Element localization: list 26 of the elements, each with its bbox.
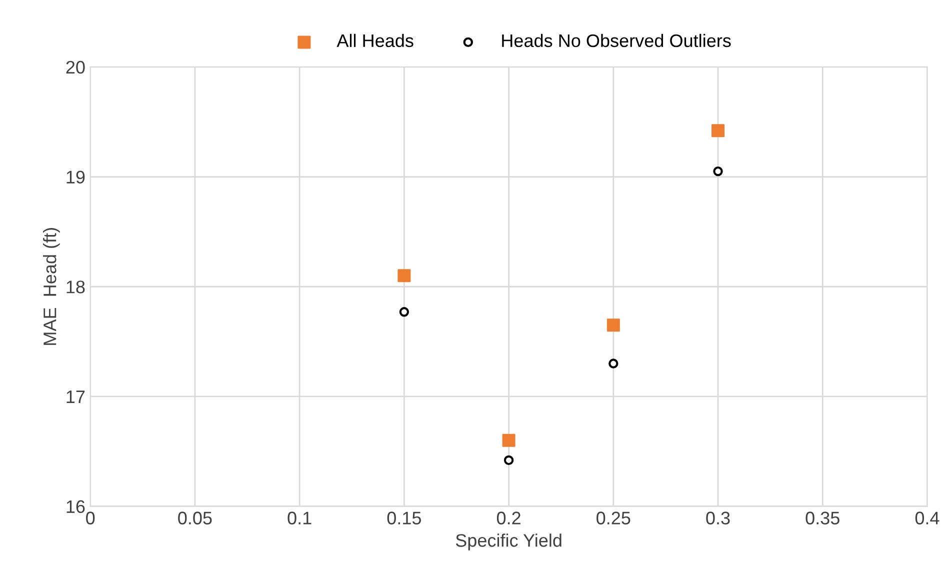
point (606, 318, 620, 332)
x-tick-label: 0.25 (596, 512, 630, 524)
x-axis-title: Specific Yield (456, 534, 562, 550)
point (398, 269, 411, 282)
y-tick-label: 18 (66, 280, 85, 294)
y-tick-label: 16 (66, 500, 85, 514)
x-tick-label: 0 (86, 512, 95, 524)
point (608, 358, 618, 368)
y-tick-label: 20 (66, 60, 85, 74)
x-tick-label: 0.3 (706, 512, 730, 524)
x-tick-label: 0.35 (806, 512, 840, 524)
y-tick-label: 17 (66, 390, 85, 404)
x-tick-label: 0.05 (178, 512, 212, 524)
x-tick-label: 0.2 (496, 512, 520, 524)
x-tick-label: 0.15 (387, 512, 421, 524)
x-tick-label: 0.1 (288, 512, 312, 524)
y-tick-label: 19 (66, 170, 85, 184)
legend-label: All Heads (336, 34, 414, 48)
x-tick-label: 0.4 (915, 512, 940, 524)
point (502, 434, 516, 447)
point (712, 124, 725, 138)
point (399, 307, 410, 317)
point (713, 166, 723, 176)
y-axis-title: MAE Head (ft) (43, 228, 60, 345)
point (504, 455, 514, 466)
legend-label: Heads No Observed Outliers (502, 34, 731, 48)
